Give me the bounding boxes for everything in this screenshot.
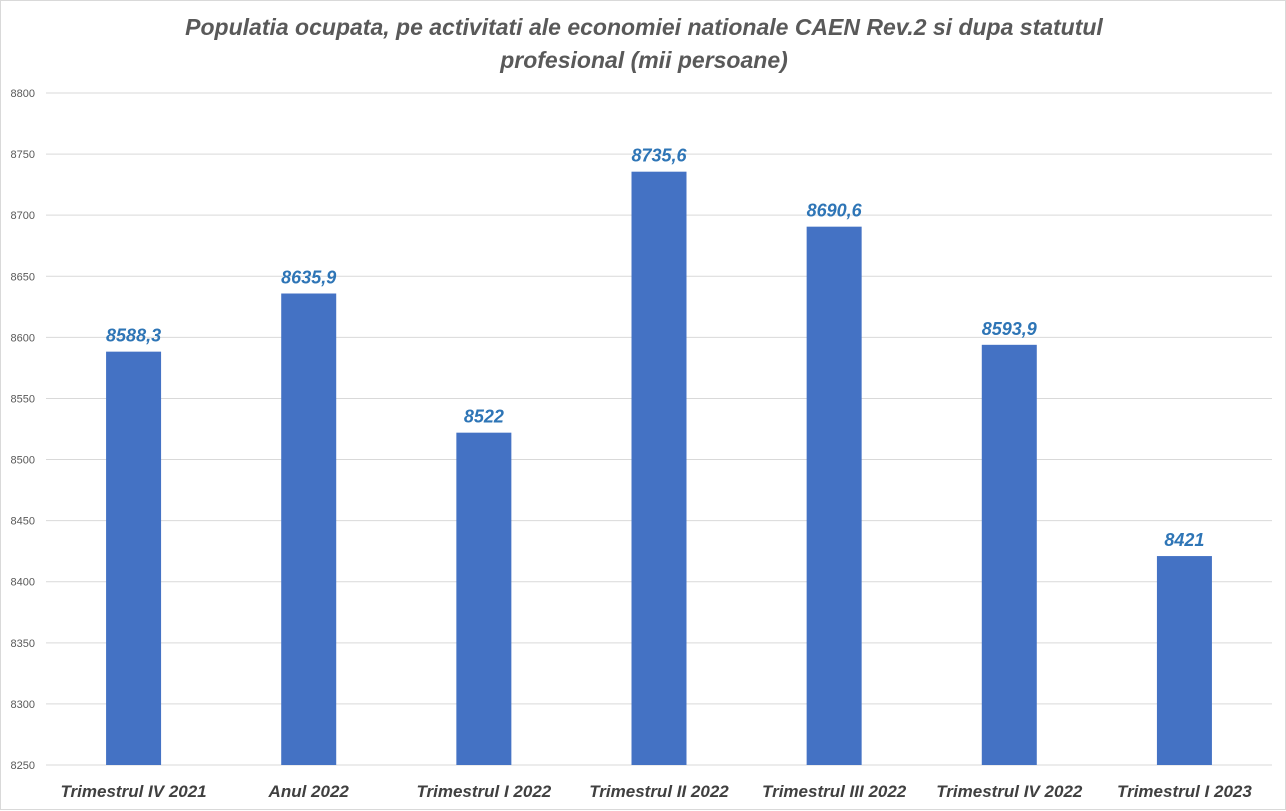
y-tick-label: 8750 <box>11 149 35 161</box>
data-label: 8588,3 <box>106 326 161 346</box>
x-category-label: Trimestrul I 2023 <box>1117 782 1252 801</box>
bar <box>281 293 337 765</box>
bar <box>456 432 512 765</box>
y-tick-label: 8300 <box>11 699 35 711</box>
x-category-label: Trimestrul III 2022 <box>762 782 907 801</box>
x-category-label: Trimestrul II 2022 <box>589 782 729 801</box>
x-category-label: Trimestrul IV 2022 <box>936 782 1083 801</box>
y-tick-label: 8650 <box>11 271 35 283</box>
data-label: 8593,9 <box>982 319 1037 339</box>
y-tick-label: 8600 <box>11 332 35 344</box>
y-tick-label: 8700 <box>11 210 35 222</box>
bar <box>106 351 162 765</box>
y-tick-label: 8800 <box>11 88 35 100</box>
bar <box>631 171 687 766</box>
y-tick-label: 8400 <box>11 577 35 589</box>
x-category-label: Trimestrul I 2022 <box>416 782 551 801</box>
data-label: 8421 <box>1164 530 1204 550</box>
y-tick-label: 8450 <box>11 516 35 528</box>
x-category-label: Anul 2022 <box>268 782 350 801</box>
bar <box>1156 556 1212 765</box>
data-label: 8635,9 <box>281 268 336 288</box>
y-tick-label: 8550 <box>11 393 35 405</box>
x-category-label: Trimestrul IV 2021 <box>60 782 206 801</box>
y-tick-label: 8500 <box>11 455 35 467</box>
data-label: 8522 <box>464 407 504 427</box>
bar <box>806 226 862 765</box>
bar <box>981 344 1037 765</box>
chart-title-line-1: Populatia ocupata, pe activitati ale eco… <box>185 14 1103 40</box>
data-label: 8690,6 <box>807 201 863 221</box>
y-tick-label: 8350 <box>11 638 35 650</box>
y-tick-label: 8250 <box>11 760 35 772</box>
chart-title-line-2: profesional (mii persoane) <box>500 47 788 73</box>
data-label: 8735,6 <box>631 146 687 166</box>
chart-title: Populatia ocupata, pe activitati ale eco… <box>1 11 1286 77</box>
